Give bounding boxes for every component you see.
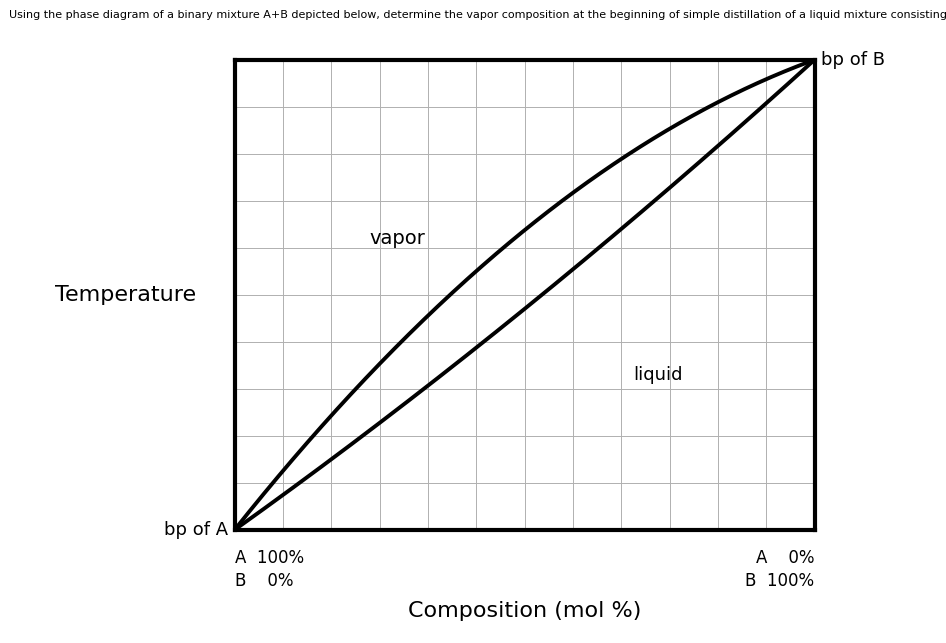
Text: Temperature: Temperature	[55, 285, 196, 305]
Text: liquid: liquid	[633, 366, 683, 384]
Text: Composition (mol %): Composition (mol %)	[408, 601, 641, 620]
Text: bp of B: bp of B	[821, 51, 885, 69]
Text: B  100%: B 100%	[745, 572, 815, 590]
Text: Using the phase diagram of a binary mixture A+B depicted below, determine the va: Using the phase diagram of a binary mixt…	[9, 10, 946, 20]
Text: B    0%: B 0%	[235, 572, 293, 590]
Text: vapor: vapor	[369, 229, 425, 248]
Text: A    0%: A 0%	[756, 549, 815, 567]
Text: A  100%: A 100%	[235, 549, 304, 567]
Text: bp of A: bp of A	[164, 521, 228, 539]
